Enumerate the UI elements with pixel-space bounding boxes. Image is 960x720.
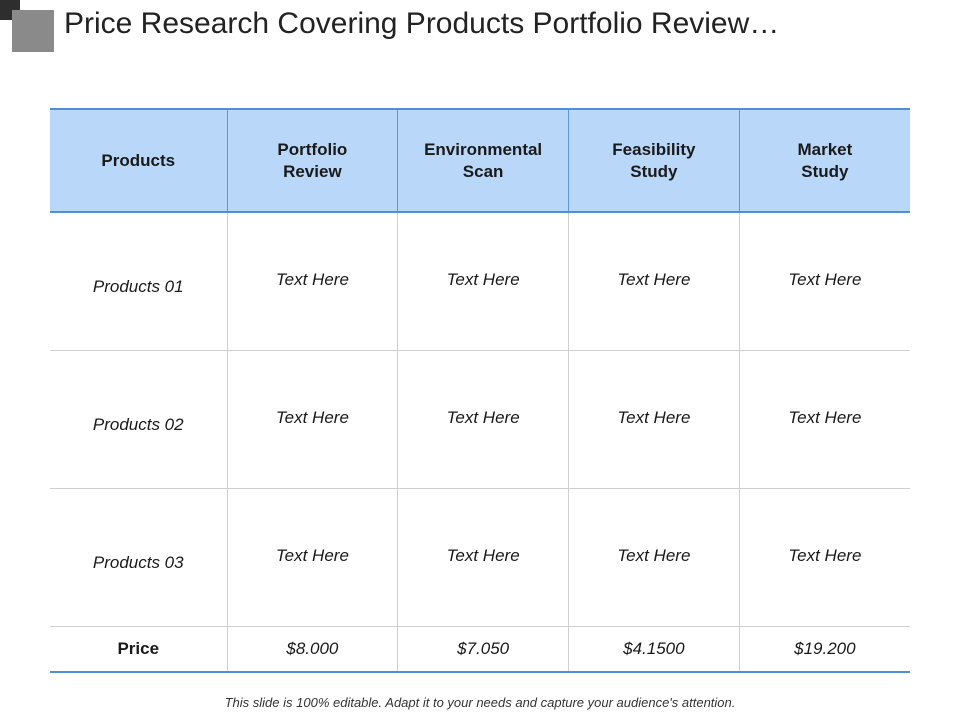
row-label-products-03: Products 03 [50,488,227,627]
price-research-table-container: Products Portfolio Review Environmental … [50,108,910,673]
corner-decoration-gray [12,10,54,52]
header-environmental-scan: Environmental Scan [397,108,569,213]
table-cell: Text Here [738,488,910,627]
price-row: Price $8.000 $7.050 $4.1500 $19.200 [50,626,910,673]
price-research-table: Products Portfolio Review Environmental … [50,108,910,673]
table-cell: Text Here [738,212,910,351]
price-cell-feasibility-study: $4.1500 [568,626,740,673]
table-cell: Text Here [226,488,398,627]
slide-title: Price Research Covering Products Portfol… [64,7,780,40]
price-cell-portfolio-review: $8.000 [226,626,398,673]
table-cell: Text Here [397,350,569,489]
table-cell: Text Here [738,350,910,489]
header-feasibility-study: Feasibility Study [568,108,740,213]
price-cell-environmental-scan: $7.050 [397,626,569,673]
row-label-products-01: Products 01 [50,212,227,351]
table-cell: Text Here [568,350,740,489]
price-label: Price [50,626,227,673]
table-header-row: Products Portfolio Review Environmental … [50,108,910,213]
row-label-products-02: Products 02 [50,350,227,489]
header-market-study: Market Study [738,108,910,213]
table-cell: Text Here [568,212,740,351]
table-cell: Text Here [226,212,398,351]
table-cell: Text Here [397,212,569,351]
header-portfolio-review: Portfolio Review [226,108,398,213]
footer-note: This slide is 100% editable. Adapt it to… [224,695,736,710]
header-products: Products [50,108,227,213]
table-cell: Text Here [397,488,569,627]
table-row: Products 01 Text Here Text Here Text Her… [50,212,910,351]
price-cell-market-study: $19.200 [738,626,910,673]
table-row: Products 02 Text Here Text Here Text Her… [50,350,910,489]
table-cell: Text Here [568,488,740,627]
table-cell: Text Here [226,350,398,489]
table-row: Products 03 Text Here Text Here Text Her… [50,488,910,627]
